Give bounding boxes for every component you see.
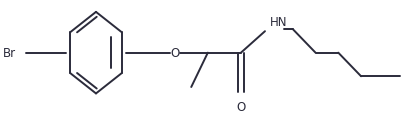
Text: O: O <box>170 47 179 60</box>
Text: Br: Br <box>3 47 16 60</box>
Text: O: O <box>236 100 246 113</box>
Text: HN: HN <box>270 16 287 29</box>
